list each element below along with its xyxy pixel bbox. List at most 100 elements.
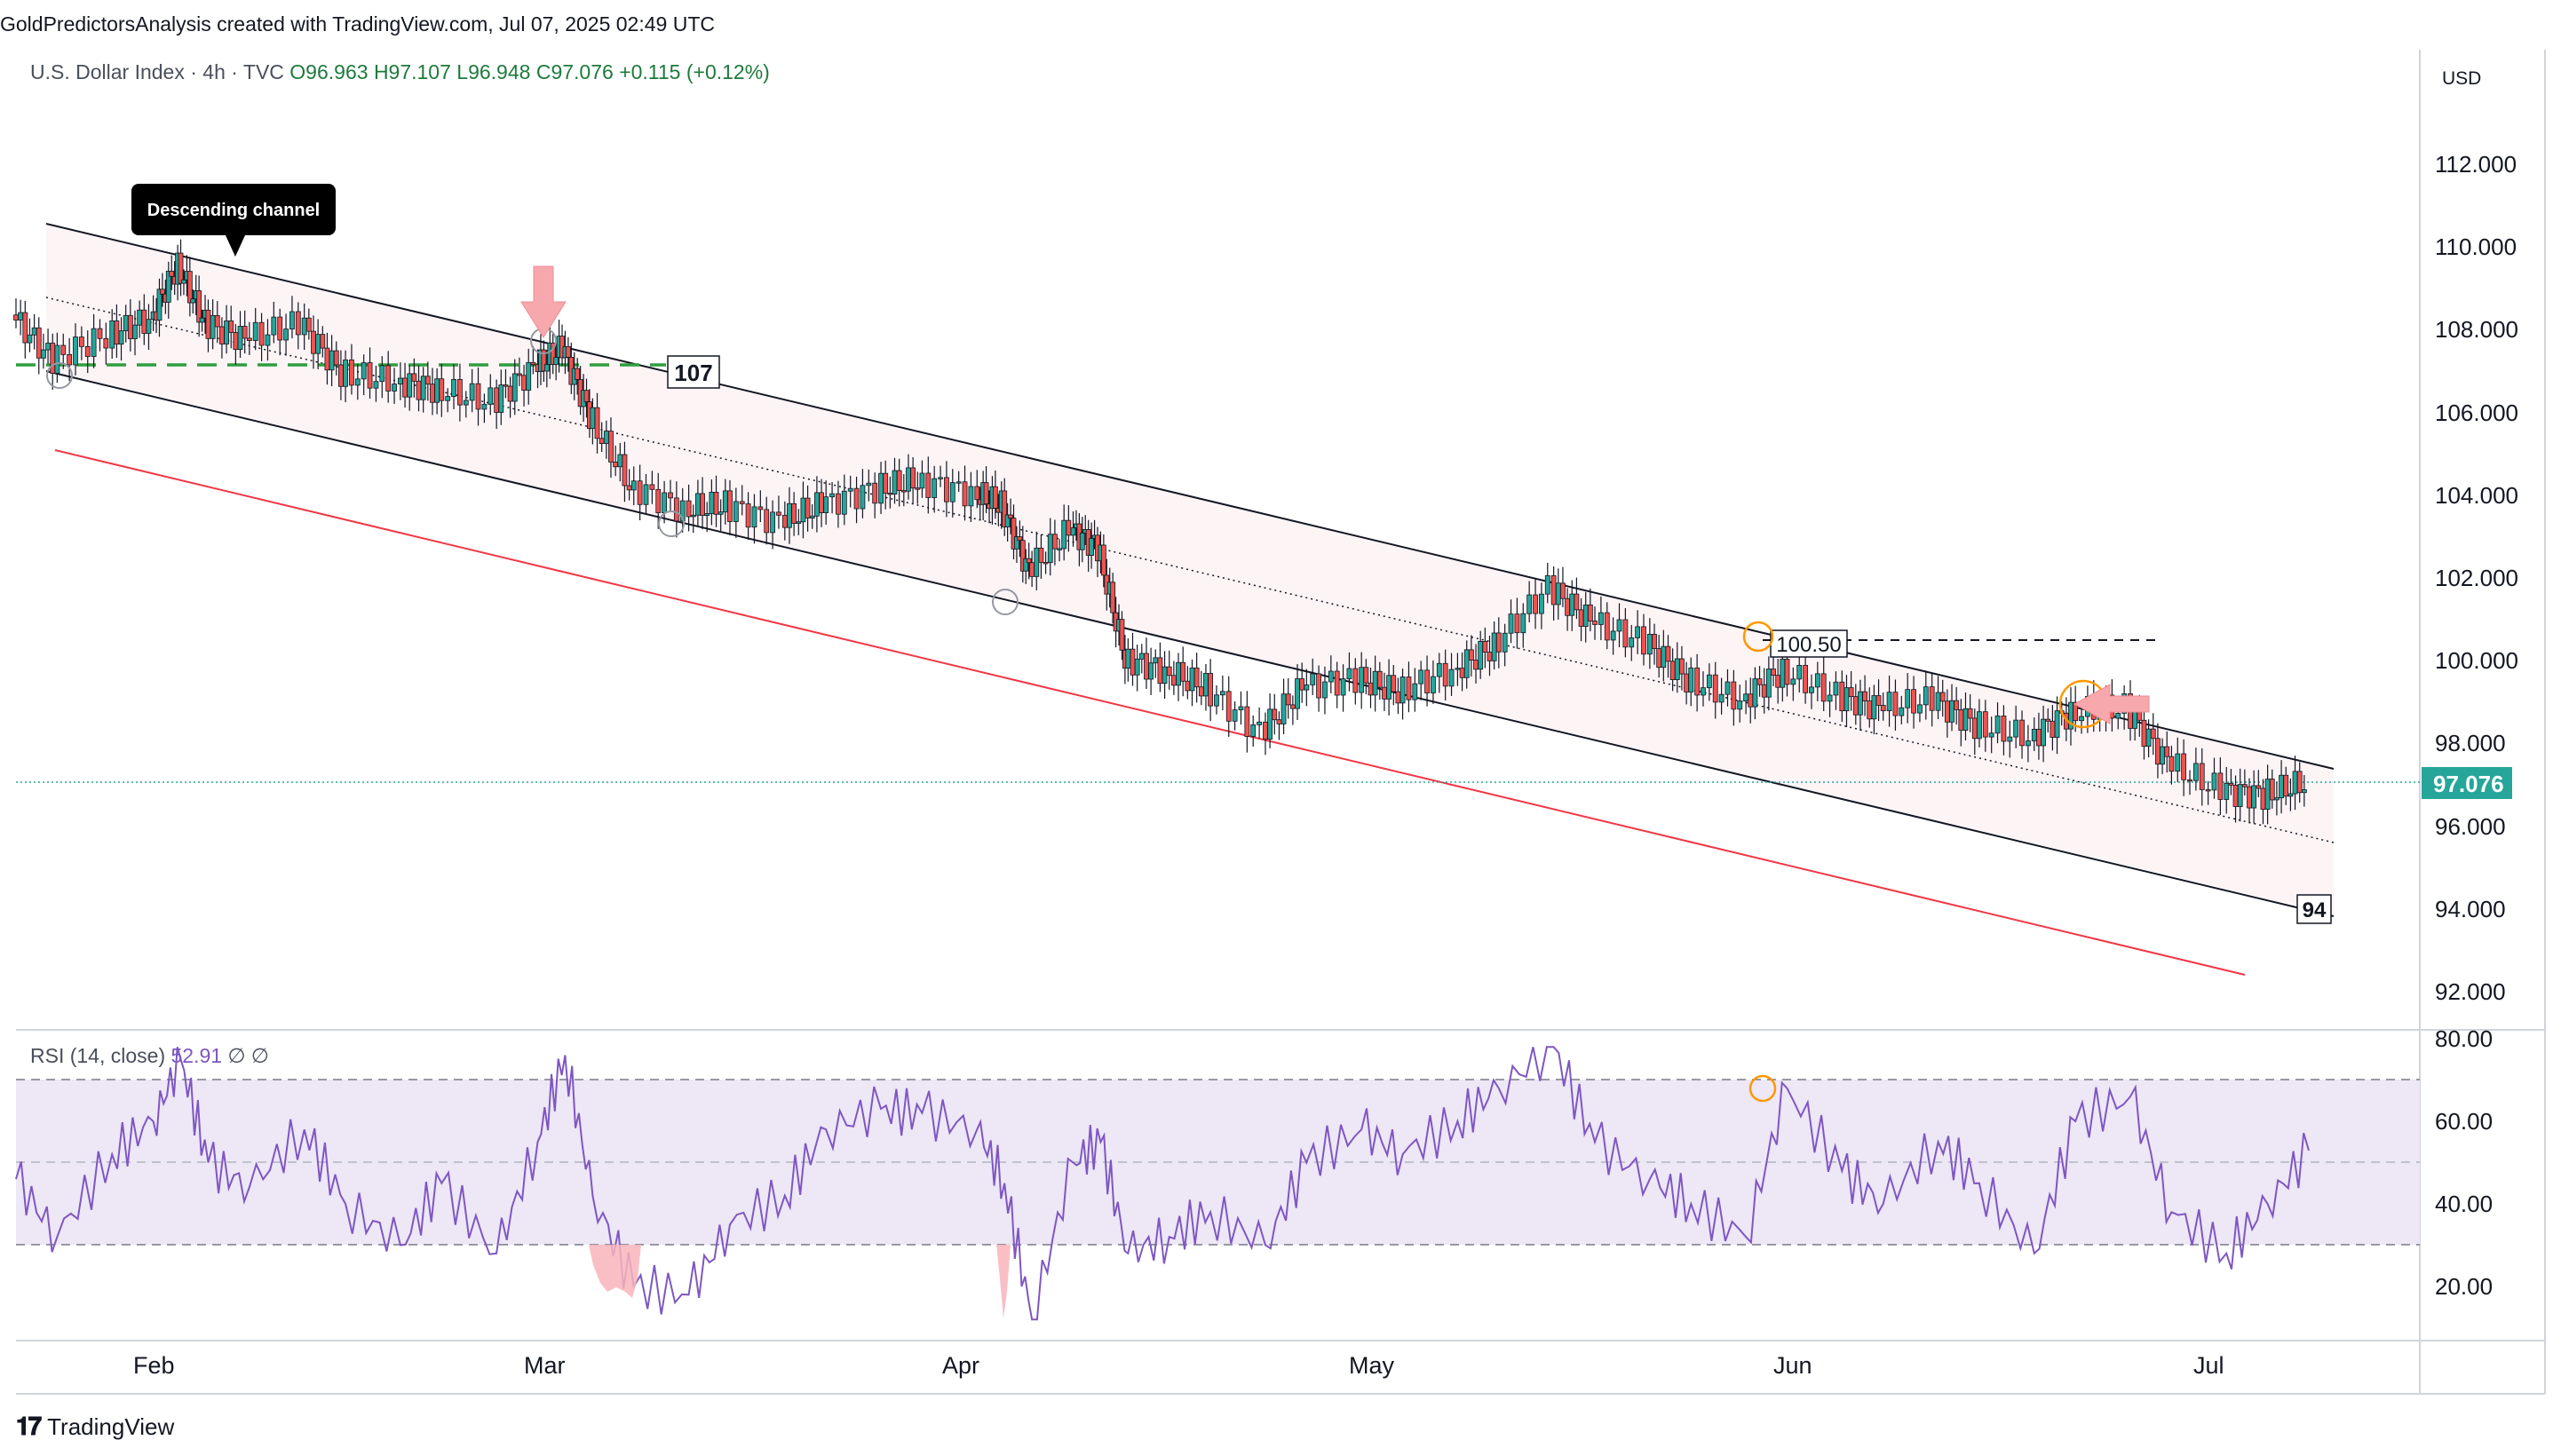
candle-body [132,324,138,339]
candle-body [1125,648,1131,669]
candle-body [156,289,163,321]
candle-body [1386,675,1392,700]
candle-body [878,472,884,504]
candle-body [668,492,673,499]
candle-body [1905,689,1911,708]
candle-body [329,350,335,371]
candle-body [1346,668,1352,680]
candle-body [1463,649,1470,678]
candle-body [373,381,379,389]
candle-body [866,482,872,487]
candle-body [114,320,120,344]
rsi-plot[interactable] [15,1046,2310,1321]
candle-body [1917,704,1923,714]
candle-body [1592,621,1598,625]
candle-body [1661,645,1667,669]
price-axis[interactable]: 112.000 110.000 108.000 106.000 104.000 … [2435,151,2518,1005]
candle-body [526,361,532,391]
candle-body [910,467,916,489]
candle-body [900,490,907,493]
candle-body [1244,706,1250,737]
rsi-axis[interactable]: 80.00 60.00 40.00 20.00 [2435,1025,2493,1300]
candle-body [289,311,295,330]
candle-body [781,514,788,528]
channel-lower-line[interactable] [45,370,2335,917]
candle-body [1017,536,1023,542]
candle-body [622,454,628,487]
candle-body [1368,682,1374,696]
candle-body [27,334,33,344]
candle-body [1712,674,1718,703]
tradingview-brand: TradingView [47,1413,175,1440]
candle-body [2247,786,2252,809]
candle-body [1034,547,1040,577]
candle-body [709,491,715,514]
candle-body [1725,681,1731,695]
candle-body [1478,641,1484,670]
candle-body [1899,707,1905,716]
time-axis[interactable]: Feb Mar Apr May Jun Jul [133,1352,2224,1379]
candle-body [311,330,316,354]
candle-body [1352,668,1359,693]
candle-body [2041,718,2046,747]
candle-body [883,472,889,494]
last-price-tag[interactable]: 97.076 [2422,767,2512,799]
candle-body [2241,784,2248,787]
candle-body [1198,686,1204,697]
time-label: May [1349,1352,1395,1379]
candle-body [919,472,925,489]
tradingview-footer[interactable]: 𝟏𝟕 TradingView [16,1412,174,1442]
candle-body [764,509,770,534]
candle-body [1587,604,1593,621]
candle-body [1019,540,1026,572]
candle-body [1775,675,1781,688]
candle-body [1761,684,1767,698]
candle-body [1382,686,1387,700]
descending-channel-callout[interactable]: Descending channel [131,184,336,257]
price-tick: 102.000 [2435,565,2518,591]
candle-body [1391,675,1397,692]
candle-body [385,365,392,392]
candle-body [1646,633,1653,655]
candle-body [819,492,824,513]
candle-body [1066,519,1072,536]
candle-body [1814,673,1820,688]
candle-body [1701,687,1706,696]
candle-body [1263,721,1268,740]
price-tick: 110.000 [2435,233,2517,260]
candle-body [704,513,710,517]
candle-body [379,365,385,383]
candle-body [1958,708,1964,731]
candle-body [974,486,980,501]
rsi-oversold-shade [996,1245,1011,1318]
candle-body [451,379,456,397]
price-candles[interactable] [13,239,2307,825]
level-94-label[interactable]: 94 [2296,894,2332,924]
channel-upper-line[interactable] [45,223,2335,770]
candle-body [246,337,252,342]
candle-body [463,400,469,406]
candle-body [649,484,655,490]
candle-body [488,387,494,405]
candle-body [511,373,518,402]
candle-body [1629,637,1635,648]
currency-label[interactable]: USD [2442,68,2481,89]
price-tick: 106.000 [2435,400,2518,426]
candle-body [320,334,326,349]
low-value: L96.948 [456,60,531,83]
candle-body [1578,609,1584,627]
red-support-line[interactable] [54,449,2246,976]
level-107-label[interactable]: 107 [667,355,720,389]
candle-body [398,377,403,384]
candle-body [1679,658,1685,675]
candle-body [1482,641,1488,653]
candle-body [1502,632,1508,653]
level-100-50-label[interactable]: 100.50 [1770,629,1848,658]
candle-body [1809,686,1814,693]
candle-body [127,314,133,339]
candle-body [608,431,614,463]
candle-body [590,407,596,430]
candle-body [1363,667,1369,684]
symbol-legend[interactable]: U.S. Dollar Index · 4h · TVC O96.963 H97… [30,60,770,84]
